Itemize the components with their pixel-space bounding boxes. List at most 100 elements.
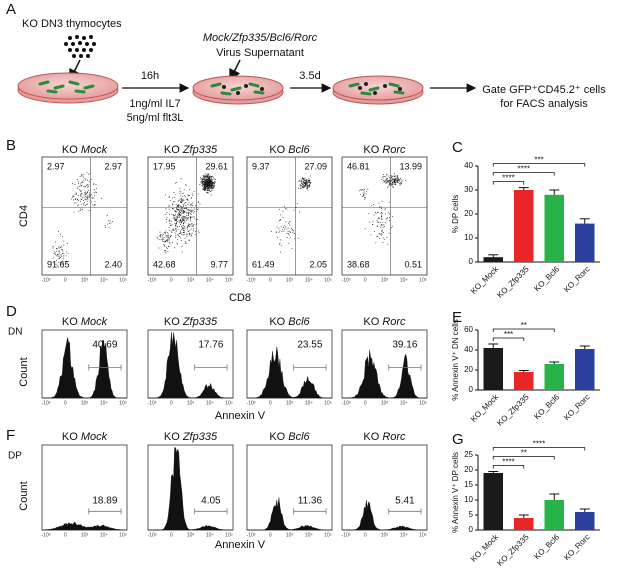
x-tick-label: 10⁵: [419, 277, 427, 283]
cell-dot: [181, 251, 183, 253]
cell-dot: [310, 182, 312, 183]
cell-dot: [94, 204, 96, 206]
cell-dot: [302, 178, 304, 180]
x-tick-label: 0: [64, 277, 67, 283]
histogram: [148, 331, 233, 399]
cell-dot: [78, 181, 79, 183]
quadrant-value: 13.99: [399, 161, 422, 171]
cell-dot: [81, 208, 83, 210]
cell-dot: [289, 230, 291, 232]
cell-dot: [91, 197, 93, 199]
cell-dot: [59, 246, 61, 248]
cell-dot: [58, 246, 60, 248]
y-tick-label: 60: [464, 325, 473, 334]
cell-dot: [192, 204, 193, 206]
cell-dot: [193, 216, 195, 217]
cell-dot: [275, 232, 277, 233]
cell-dot: [58, 262, 60, 263]
cell-dot: [101, 197, 102, 199]
cell-dot: [205, 187, 207, 188]
cell-dot: [52, 245, 54, 247]
cell-dot: [182, 219, 183, 221]
cell-dot: [181, 213, 182, 215]
cell-dot: [191, 193, 193, 195]
cell-dot: [189, 216, 191, 218]
cell-dot: [387, 180, 389, 182]
cell-dot: [167, 240, 169, 241]
cell-dot: [167, 250, 169, 252]
virus-text: Mock/Zfp335/Bcl6/Rorc: [203, 32, 318, 44]
cell-dot: [179, 193, 181, 195]
cell-dot: [187, 194, 189, 196]
cell-dot: [194, 233, 196, 235]
cell-dot: [80, 198, 82, 200]
cell-dot: [55, 241, 57, 243]
x-tick-label: 10⁴: [305, 400, 313, 406]
cell-dot: [208, 186, 210, 188]
cell-dot: [212, 176, 214, 178]
cell-dot: [188, 212, 190, 214]
cell-dot: [77, 186, 78, 188]
cell-dot: [395, 181, 397, 183]
cell-dot: [202, 175, 204, 177]
cell-dot: [200, 181, 201, 183]
cell-dot: [181, 246, 183, 247]
cell-dot: [399, 182, 400, 184]
cell-dot: [166, 212, 168, 214]
cell-dot: [63, 263, 65, 264]
cell-dot: [176, 216, 178, 217]
cell-dot: [292, 229, 294, 231]
cell-dot: [204, 182, 206, 184]
sample-name: Zfp335: [182, 316, 218, 328]
cell-dot: [178, 203, 180, 205]
cell-dot: [172, 241, 173, 243]
cell-dot: [209, 176, 211, 178]
cell-dot: [176, 218, 178, 220]
cell-dot: [181, 206, 183, 208]
cell-dot: [81, 203, 82, 205]
cell-dot: [192, 209, 194, 211]
cell-dot: [376, 235, 378, 237]
cell-dot: [208, 173, 209, 175]
cell-dot: [206, 184, 208, 185]
cell-dot: [309, 185, 311, 187]
cell-dot: [183, 219, 185, 221]
cell-dot: [170, 235, 172, 236]
cell-dot: [189, 209, 191, 211]
sample-name: Mock: [81, 431, 108, 443]
cell-dot: [92, 204, 93, 206]
cell-dot: [186, 233, 188, 235]
cell-dot: [395, 180, 397, 182]
cell-dot: [207, 180, 208, 182]
cell-dot: [181, 199, 183, 201]
cell-dot: [175, 210, 176, 212]
sample-title: KO Zfp335: [164, 144, 218, 156]
cell-dot: [184, 237, 186, 239]
cell-dot: [204, 183, 206, 185]
cell-dot: [206, 178, 208, 180]
cell-dot: [183, 234, 185, 235]
cell-dot: [203, 175, 205, 177]
cell-dot: [302, 183, 304, 185]
cell-dot: [184, 216, 186, 218]
cell-dot: [381, 221, 383, 223]
x-tick-label: 10⁵: [225, 400, 233, 406]
x-tick-label: -10³: [247, 277, 256, 283]
x-tick-label: 10⁵: [119, 532, 127, 538]
cell-dot: [77, 199, 78, 201]
cell-dot: [202, 177, 204, 179]
cell-dot: [280, 219, 281, 221]
panel-label: G: [452, 431, 464, 448]
plot-frame: [246, 444, 333, 531]
cell-dot: [85, 191, 86, 193]
cell-dot: [168, 220, 170, 222]
panel-label: A: [6, 1, 16, 18]
cell-dot: [181, 200, 183, 202]
x-tick-label: KO_Mock: [469, 264, 501, 296]
axis-title: Count: [18, 357, 30, 386]
axis-title: CD4: [18, 205, 30, 227]
cell-dot: [201, 182, 203, 184]
x-tick-label: 10⁴: [100, 277, 108, 283]
cell-dot: [209, 180, 210, 182]
